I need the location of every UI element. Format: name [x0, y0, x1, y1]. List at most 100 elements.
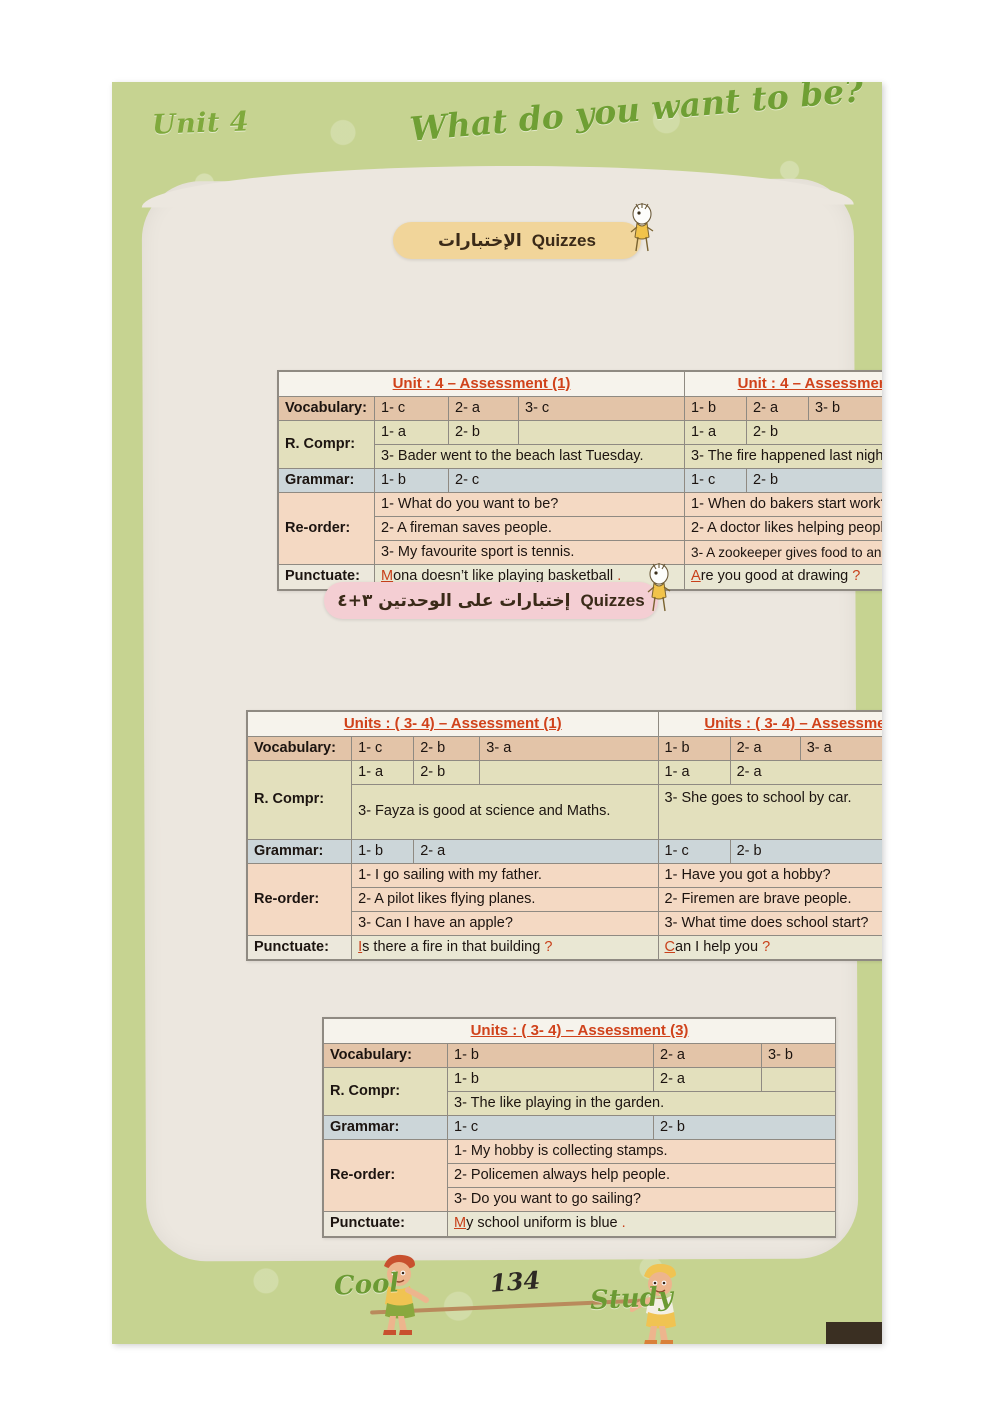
- table-row: R. Compr: 1- b 2- a: [323, 1066, 837, 1117]
- cell-answer: 1- b: [684, 395, 748, 421]
- cartoon-boy-icon: [630, 203, 654, 252]
- cell-sentence: 1- Have you got a hobby?: [657, 863, 882, 889]
- cell-punctuate: Are you good at drawing ?: [684, 564, 882, 590]
- row-label-grammar: Grammar:: [278, 468, 375, 494]
- cell-answer: [760, 1066, 837, 1092]
- table-row: 3- Bader went to the beach last Tuesday.…: [279, 443, 882, 470]
- table-row: R. Compr: 1- a 2- b 1- a 2- a: [246, 759, 882, 840]
- table-row: R. Compr: 1- a 2- b 1- a 2- b: [278, 419, 882, 470]
- row-label-rcompr: R. Compr:: [246, 759, 353, 840]
- table-row: Vocabulary: 1- c 2- a 3- c 1- b 2- a 3- …: [278, 395, 882, 421]
- cell-sentence: 3- The like playing in the garden.: [446, 1090, 837, 1117]
- capital-letter: A: [691, 568, 701, 585]
- cell-answer: 1- c: [684, 468, 748, 494]
- cell-sentence: 2- A pilot likes flying planes.: [351, 887, 659, 913]
- cell-sentence: 3- The fire happened last night.: [684, 443, 882, 470]
- punctuate-text: s there a fire in that building: [362, 939, 541, 956]
- table-2-left-header: Units : ( 3- 4) – Assessment (1): [247, 711, 659, 737]
- cell-answer: [517, 419, 686, 445]
- cartoon-boy-icon: [647, 563, 671, 612]
- table-row: Re-order: 1- My hobby is collecting stam…: [323, 1139, 837, 1213]
- cell-answer: 2- a: [746, 395, 810, 421]
- banner-2-english-label: Quizzes: [580, 590, 645, 610]
- cell-punctuate: Is there a fire in that building ?: [351, 935, 659, 961]
- cell-sentence: 3- Can I have an apple?: [351, 911, 659, 937]
- cell-answer: 2- b: [729, 838, 882, 865]
- row-label-grammar: Grammar:: [246, 838, 353, 865]
- punctuate-text: an I help you: [675, 939, 759, 956]
- row-label-vocabulary: Vocabulary:: [323, 1042, 448, 1068]
- punctuation-mark: ?: [544, 939, 553, 956]
- cell-sentence: 3- Fayza is good at science and Maths.: [351, 783, 659, 840]
- punctuation-mark: ?: [762, 939, 771, 956]
- cell-sentence: 3- What time does school start?: [657, 911, 882, 937]
- quizzes-banner-1: الإختبارات Quizzes: [393, 203, 654, 259]
- table-1-right-header: Unit : 4 – Assessment (2): [684, 371, 882, 397]
- cell-answer: 3- a: [479, 735, 659, 761]
- table-row: Grammar: 1- b 2- c 1- c 2- b: [278, 468, 882, 494]
- table-2: Units : ( 3- 4) – Assessment (1) Units :…: [246, 710, 882, 962]
- row-label-rcompr: R. Compr:: [278, 419, 375, 470]
- cell-answer: 3- b: [760, 1042, 837, 1068]
- punctuation-mark: ?: [852, 568, 861, 585]
- cell-answer: 2- b: [413, 759, 481, 785]
- table-row: Punctuate: Is there a fire in that build…: [246, 935, 882, 961]
- table-1-left-header: Unit : 4 – Assessment (1): [277, 371, 686, 397]
- cell-answer: 3- b: [808, 395, 882, 421]
- cell-answer: 1- c: [351, 735, 415, 761]
- cell-sentence: 3- Bader went to the beach last Tuesday.: [373, 443, 686, 470]
- table-row: Grammar: 1- b 2- a 1- c 2- b: [246, 838, 882, 865]
- table-row: Units : ( 3- 4) – Assessment (1) Units :…: [247, 711, 882, 737]
- capital-letter: M: [454, 1215, 467, 1232]
- cell-answer: 1- b: [447, 1042, 654, 1068]
- cell-answer: 2- b: [448, 419, 519, 445]
- cell-sentence: 1- What do you want to be?: [373, 492, 686, 518]
- cell-answer: 1- b: [351, 838, 415, 865]
- cell-answer: 1- c: [657, 838, 731, 865]
- cell-answer: 2- a: [653, 1066, 762, 1092]
- cell-punctuate: My school uniform is blue .: [446, 1211, 837, 1237]
- table-row: 3- My favourite sport is tennis. 3- A zo…: [279, 540, 882, 566]
- cell-answer: 2- b: [746, 468, 882, 494]
- table-row: 3- Do you want to go sailing?: [324, 1187, 837, 1213]
- scan-corner-artifact: [826, 1322, 882, 1344]
- cell-answer: 2- a: [448, 395, 519, 421]
- row-label-vocabulary: Vocabulary:: [246, 735, 353, 761]
- cell-answer: 1- a: [657, 759, 731, 785]
- row-label-rcompr: R. Compr:: [323, 1066, 448, 1117]
- cell-sentence: 2- A fireman saves people.: [373, 516, 686, 542]
- table-row: Punctuate: My school uniform is blue .: [323, 1211, 837, 1237]
- cell-answer: 2- b: [413, 735, 481, 761]
- cell-answer: 1- a: [684, 419, 748, 445]
- cell-sentence: 1- When do bakers start work?: [684, 492, 882, 518]
- cell-sentence: 3- She goes to school by car.: [657, 783, 882, 840]
- cartoon-kid-right: [630, 1263, 676, 1344]
- table-row: Re-order: 1- I go sailing with my father…: [246, 863, 882, 937]
- capital-letter: C: [664, 939, 676, 956]
- punctuate-text: y school uniform is blue: [466, 1215, 618, 1232]
- cell-answer: 1- b: [657, 735, 731, 761]
- punctuate-text: ona doesn’t like playing basketball: [393, 568, 614, 585]
- cell-answer: 3- a: [799, 735, 882, 761]
- punctuation-mark: .: [617, 568, 622, 585]
- footer-left-word: Cool: [333, 1268, 401, 1302]
- table-row: Grammar: 1- c 2- b: [323, 1115, 837, 1141]
- cell-answer: 1- a: [374, 419, 449, 445]
- cell-sentence: 1- My hobby is collecting stamps.: [446, 1139, 837, 1165]
- cell-answer: 2- b: [746, 419, 882, 445]
- row-label-reorder: Re-order:: [278, 492, 375, 566]
- footer-right-word: Study: [589, 1281, 674, 1317]
- cell-sentence: 2- Firemen are brave people.: [657, 887, 882, 913]
- unit-label: Unit 4: [151, 106, 250, 141]
- cell-sentence: 1- I go sailing with my father.: [351, 863, 659, 889]
- table-3-header: Units : ( 3- 4) – Assessment (3): [322, 1018, 837, 1044]
- table-row: 3- Fayza is good at science and Maths. 3…: [248, 783, 882, 840]
- scanned-textbook-page: Unit 4 What do you want to be? الإختبارا…: [112, 82, 882, 1344]
- cell-answer: [479, 759, 659, 785]
- row-label-punctuate: Punctuate:: [323, 1211, 448, 1237]
- cell-answer: 2- c: [447, 468, 686, 494]
- cell-sentence: 3- A zookeeper gives food to animals.: [684, 540, 882, 566]
- banner-1-arabic-label: الإختبارات: [438, 230, 522, 251]
- row-label-reorder: Re-order:: [246, 863, 353, 937]
- cell-answer: 2- a: [729, 759, 882, 785]
